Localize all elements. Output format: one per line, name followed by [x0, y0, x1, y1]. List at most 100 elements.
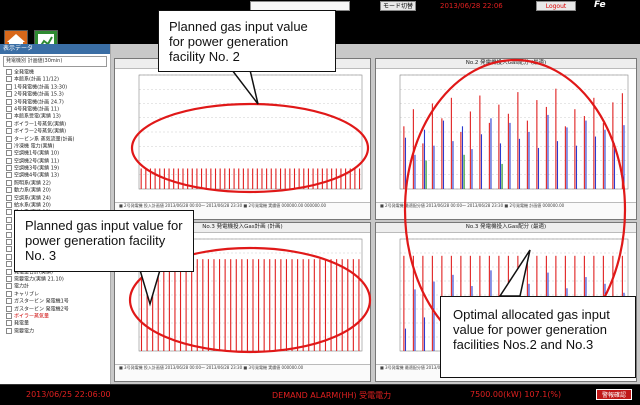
checkbox-icon[interactable] [6, 150, 12, 157]
checkbox-icon[interactable] [6, 172, 12, 179]
tree-item[interactable]: ガスタービン 発電機1号 [0, 298, 110, 305]
bar-mark [140, 259, 143, 351]
mode-button[interactable]: モード切替 [380, 1, 416, 11]
tree-item[interactable]: タービン系 蒸気流量(計画) [0, 135, 110, 143]
tree-item[interactable]: 本館系受電(実績 13) [0, 113, 110, 120]
bar-mark [280, 168, 282, 189]
logout-button[interactable]: Logout [536, 1, 576, 11]
status-bar: 2013/06/25 22:06:00 DEMAND ALARM(HH) 受電電… [0, 384, 640, 405]
bar-mark [412, 109, 414, 189]
chart-top-left [138, 74, 363, 190]
checkbox-icon[interactable] [6, 327, 12, 334]
checkbox-icon[interactable] [6, 275, 12, 282]
bar-mark [463, 154, 465, 189]
tree-item[interactable]: キャリブレ [0, 290, 110, 298]
bar-mark [341, 259, 343, 351]
checkbox-icon[interactable] [6, 142, 12, 149]
tree-item-label: 全発電機 [14, 69, 35, 76]
checkbox-icon[interactable] [6, 105, 12, 112]
bar-mark [479, 95, 481, 189]
checkbox-icon[interactable] [6, 194, 12, 201]
tree-item[interactable]: 1号発電機(計画 13:30) [0, 83, 110, 91]
tree-item[interactable]: 空調機4号(実績 13) [0, 172, 110, 179]
tree-item[interactable]: 動力系(実績 20) [0, 187, 110, 194]
bar-mark [354, 168, 356, 189]
bar-mark [412, 255, 414, 351]
bar-mark [621, 93, 623, 189]
tree-item[interactable]: 本館系(計画 11/12) [0, 76, 110, 83]
tree-item[interactable]: ガスタービン 発電機2号 [0, 305, 110, 313]
checkbox-icon[interactable] [6, 246, 12, 253]
checkbox-icon[interactable] [6, 268, 12, 275]
bar-mark [224, 168, 226, 189]
checkbox-icon[interactable] [6, 165, 12, 172]
checkbox-icon[interactable] [6, 231, 12, 238]
bar-mark [326, 168, 328, 189]
bar-mark [509, 122, 511, 189]
checkbox-icon[interactable] [6, 91, 12, 98]
tree-item-label: 3号発電機(計画 24.7) [14, 99, 64, 106]
tree-item[interactable]: 2号発電機(計画 15.3) [0, 91, 110, 98]
checkbox-icon[interactable] [6, 298, 12, 305]
tree-item[interactable]: 給水系(実績 20) [0, 202, 110, 209]
bar-mark [235, 259, 237, 351]
tree-item[interactable]: 空調機3号(実績 19) [0, 165, 110, 172]
tree-item[interactable]: ボイラー2号蒸気(実績) [0, 128, 110, 135]
tree-item[interactable]: 全発電機 [0, 69, 110, 76]
tree-item[interactable]: 需要電力 [0, 327, 110, 335]
bar-mark [612, 102, 614, 189]
bar-mark [242, 168, 244, 189]
checkbox-icon[interactable] [6, 128, 12, 135]
checkbox-icon[interactable] [6, 179, 12, 186]
bar-mark [414, 289, 416, 351]
checkbox-icon[interactable] [6, 69, 12, 75]
checkbox-icon[interactable] [6, 76, 12, 83]
bar-mark [317, 168, 319, 189]
checkbox-icon[interactable] [6, 253, 12, 260]
demand-value: 7500.00(kW) 107.1(%) [470, 390, 562, 399]
bar-mark [201, 168, 203, 189]
sidebar-selector[interactable]: 発電機別 計画値(30min) [3, 56, 107, 67]
alarm-ack-button[interactable]: 警報確認 [596, 389, 632, 400]
tree-item[interactable]: 需要電力(実績 21.10) [0, 275, 110, 283]
checkbox-icon[interactable] [6, 312, 12, 319]
tree-item-label: 本館系(計画 11/12) [14, 76, 59, 83]
checkbox-icon[interactable] [6, 238, 12, 245]
tree-item[interactable]: 電力計 [0, 283, 110, 290]
tree-item[interactable]: 空調機2号(実績 11) [0, 157, 110, 165]
checkbox-icon[interactable] [6, 216, 12, 223]
checkbox-icon[interactable] [6, 283, 12, 290]
tree-item[interactable]: 3号発電機(計画 24.7) [0, 98, 110, 106]
tree-item[interactable]: 発電量合計(実績) [0, 268, 110, 276]
checkbox-icon[interactable] [6, 98, 12, 105]
checkbox-icon[interactable] [6, 290, 12, 297]
bar-mark [547, 114, 549, 189]
checkbox-icon[interactable] [6, 135, 12, 142]
checkbox-icon[interactable] [6, 305, 12, 312]
tree-item[interactable]: 発電量 [0, 320, 110, 327]
bar-mark [352, 259, 354, 351]
bar-mark [499, 143, 502, 189]
bar-mark [266, 168, 268, 189]
bar-mark [501, 163, 503, 189]
checkbox-icon[interactable] [6, 83, 12, 90]
checkbox-icon[interactable] [6, 320, 12, 327]
checkbox-icon[interactable] [6, 209, 12, 216]
checkbox-icon[interactable] [6, 113, 12, 120]
checkbox-icon[interactable] [6, 157, 12, 164]
checkbox-icon[interactable] [6, 261, 12, 268]
checkbox-icon[interactable] [6, 187, 12, 194]
tree-item[interactable]: 空調系(実績 24) [0, 194, 110, 202]
tree-item[interactable]: 4号発電機(計画 11) [0, 105, 110, 113]
bar-mark [261, 168, 263, 189]
tree-item[interactable]: 冷凍機 電力(実績) [0, 142, 110, 150]
tree-item[interactable]: ボイラー1号蒸気(実績) [0, 120, 110, 128]
checkbox-icon[interactable] [6, 202, 12, 209]
tree-item[interactable]: ボイラー蒸気量 [0, 312, 110, 320]
tree-item[interactable]: 空調機1号(実績 10) [0, 150, 110, 157]
checkbox-icon[interactable] [6, 224, 12, 231]
bar-mark [152, 259, 154, 351]
checkbox-icon[interactable] [6, 120, 12, 127]
tree-item[interactable]: 照明系(実績 22) [0, 179, 110, 187]
panel-title: No.3 発電機投入Gas計画 (計画) [115, 223, 370, 233]
